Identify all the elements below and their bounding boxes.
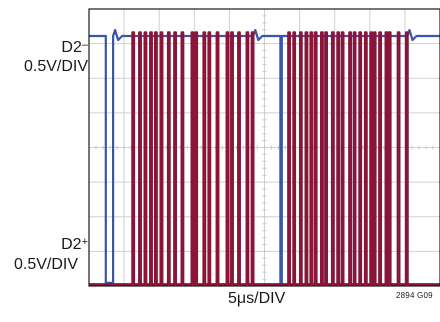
trace-d2-plus: [89, 31, 440, 286]
plot-frame: [88, 8, 440, 287]
channel-2-name: D2+: [61, 236, 88, 253]
x-axis-label: 5μs/DIV: [228, 290, 286, 307]
channel-2-scale: 0.5V/DIV: [13, 256, 78, 273]
figure-id: 2894 G09: [396, 291, 433, 300]
channel-1-name: D2–: [61, 39, 88, 56]
plot-traces: [89, 28, 440, 286]
channel-1-scale: 0.5V/DIV: [23, 58, 88, 75]
